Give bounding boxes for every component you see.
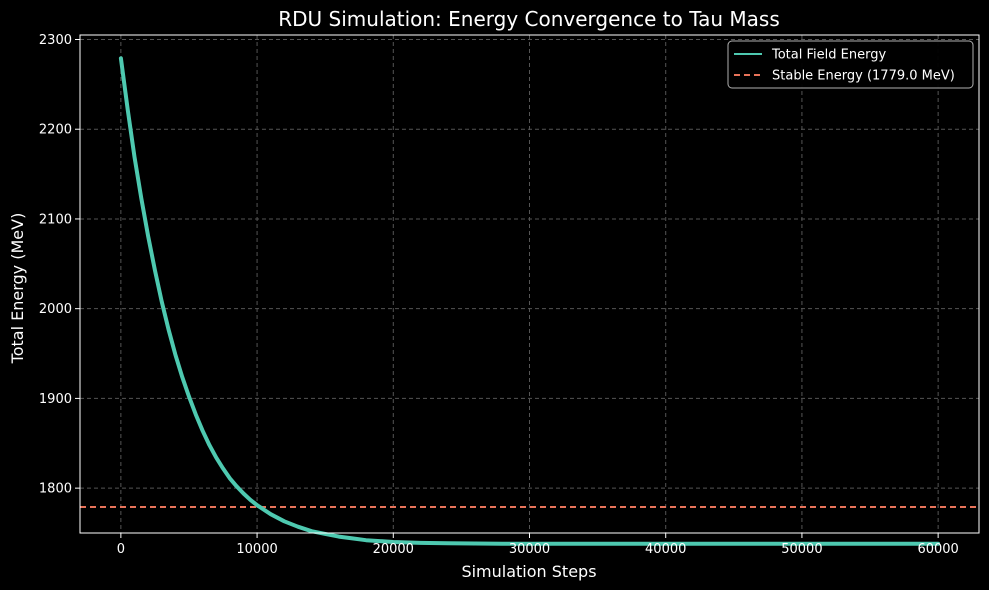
grid: [80, 35, 979, 533]
y-tick-label: 2100: [39, 212, 72, 227]
y-tick-label: 1800: [39, 482, 72, 497]
y-tick-label: 1900: [39, 392, 72, 407]
x-tick-label: 0: [117, 542, 125, 557]
legend: Total Field Energy Stable Energy (1779.0…: [727, 40, 974, 89]
chart-title: RDU Simulation: Energy Convergence to Ta…: [278, 7, 780, 31]
x-axis-label: Simulation Steps: [461, 562, 596, 581]
y-tick-label: 2200: [39, 123, 72, 138]
tick-labels: 0 10000 20000 30000 40000 50000 60000 1800 1900 2…: [39, 33, 959, 557]
x-tick-label: 10000: [236, 542, 277, 557]
x-tick-label: 60000: [917, 542, 958, 557]
legend-box: [727, 40, 974, 89]
plot-series: [80, 56, 979, 546]
x-tick-label: 30000: [509, 542, 550, 557]
x-tick-label: 40000: [645, 542, 686, 557]
x-tick-label: 50000: [781, 542, 822, 557]
legend-label-stable-energy: Stable Energy (1779.0 MeV): [772, 69, 955, 84]
y-tick-label: 2000: [39, 302, 72, 317]
y-tick-label: 2300: [39, 33, 72, 48]
y-axis-label: Total Energy (MeV): [8, 213, 27, 365]
x-tick-label: 20000: [373, 542, 414, 557]
axes: [75, 34, 980, 538]
total-field-energy-line: [118, 56, 941, 546]
legend-label-total-field-energy: Total Field Energy: [771, 48, 886, 63]
